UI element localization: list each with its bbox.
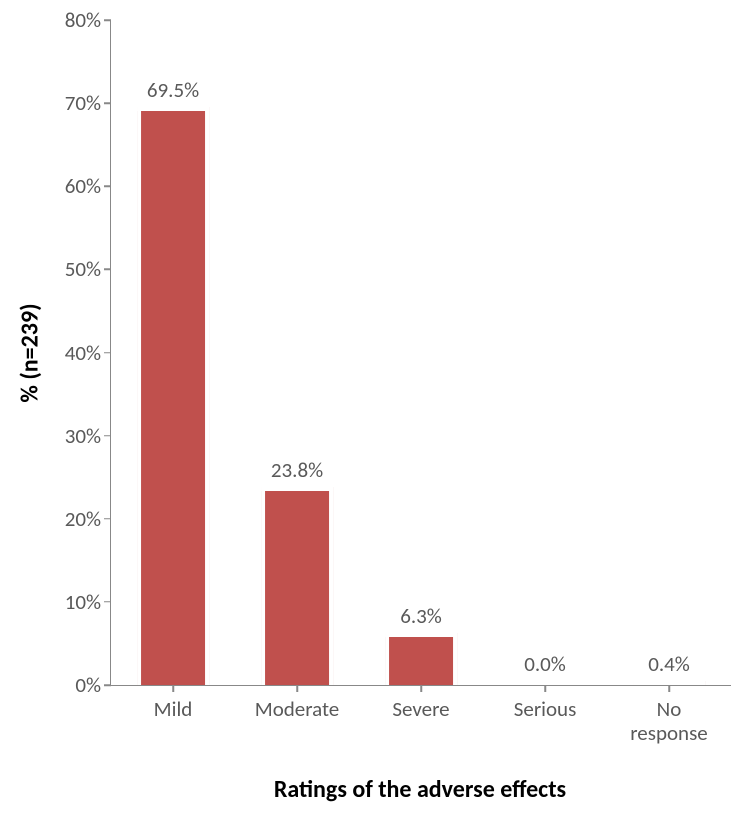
y-tick-label: 0% — [75, 672, 111, 698]
y-tick-label: 60% — [65, 173, 111, 199]
y-tick-label: 80% — [65, 7, 111, 33]
bar: 23.8% — [261, 487, 333, 685]
x-tick-label: No response — [630, 685, 708, 745]
y-tick-label: 70% — [65, 90, 111, 116]
bar-value-label: 6.3% — [400, 603, 442, 637]
x-tick-label: Serious — [514, 685, 577, 721]
y-tick-label: 10% — [65, 589, 111, 615]
y-tick-label: 30% — [65, 423, 111, 449]
x-tick-label: Mild — [154, 685, 193, 721]
chart-container: 0%10%20%30%40%50%60%70%80%Mild69.5%Moder… — [0, 0, 752, 824]
bar-value-label: 0.4% — [648, 651, 690, 685]
plot-area: 0%10%20%30%40%50%60%70%80%Mild69.5%Moder… — [110, 20, 731, 686]
y-tick-label: 50% — [65, 256, 111, 282]
x-tick-label: Moderate — [255, 685, 340, 721]
bar: 0.4% — [633, 681, 705, 685]
y-tick-label: 20% — [65, 506, 111, 532]
x-tick-label: Severe — [392, 685, 449, 721]
bar: 6.3% — [385, 633, 457, 685]
bar-value-label: 0.0% — [524, 651, 566, 685]
bar: 69.5% — [137, 107, 209, 685]
bar-value-label: 23.8% — [271, 457, 323, 491]
y-axis-title: % (n=239) — [16, 303, 45, 402]
x-axis-title: Ratings of the adverse effects — [274, 775, 566, 804]
bar-value-label: 69.5% — [147, 77, 199, 111]
y-tick-label: 40% — [65, 340, 111, 366]
